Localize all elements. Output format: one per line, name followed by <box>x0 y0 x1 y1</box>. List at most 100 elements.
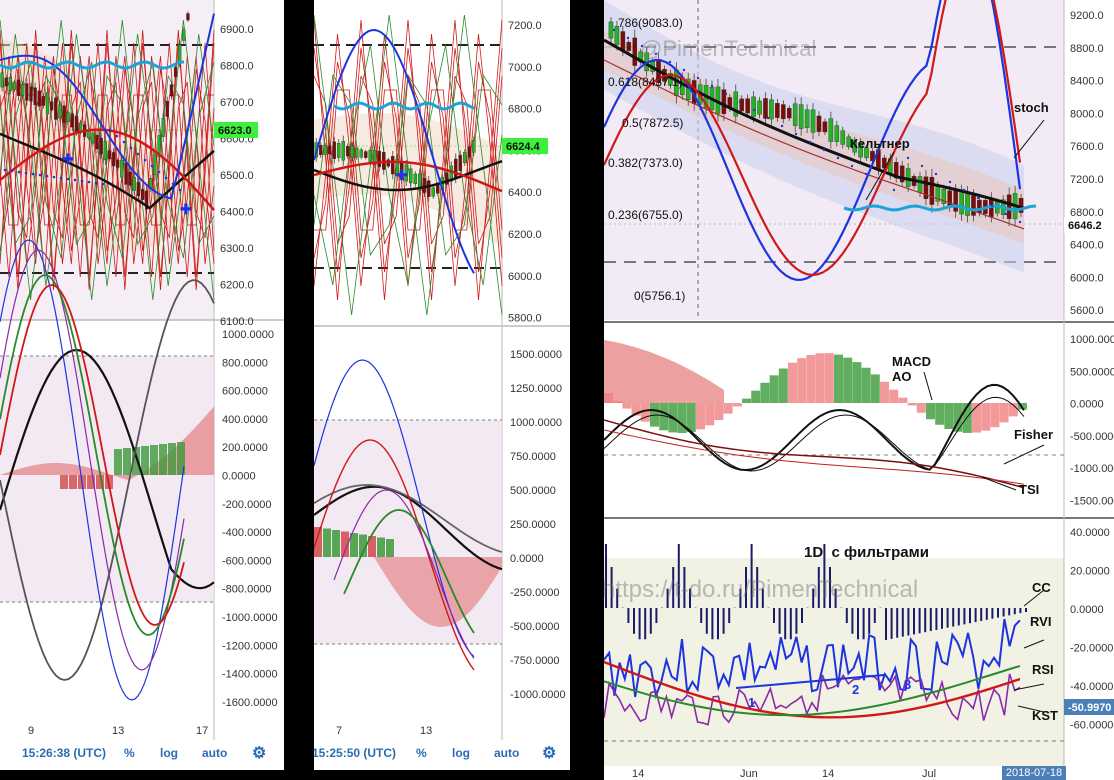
mid-hist-6 <box>368 536 376 557</box>
left-candle-33 <box>136 182 141 197</box>
r-ao-bar-34 <box>916 403 926 413</box>
r-last-price: 6646.2 <box>1068 220 1102 232</box>
left-candle-10 <box>41 96 46 106</box>
r-ao-red-1 <box>604 340 724 403</box>
left-sma <box>0 132 215 210</box>
r-ao-bar-30 <box>880 381 889 403</box>
mid-osc-tick-1: 1250.0000 <box>510 383 562 395</box>
r-ao-bar-17 <box>760 382 770 403</box>
mid-ema <box>314 160 503 193</box>
left-psar-15 <box>108 128 112 132</box>
left-osc-green <box>0 274 185 636</box>
left-percent-button[interactable]: % <box>124 746 135 760</box>
left-candle-45 <box>186 13 190 21</box>
r-fisher-pointer <box>1003 444 1045 465</box>
left-candle-39 <box>161 118 165 137</box>
left-candle-0 <box>0 72 4 88</box>
left-candle-28 <box>116 160 120 168</box>
r-ao-bar-42 <box>990 403 1000 428</box>
left-candle-19 <box>78 122 83 132</box>
mid-candle-31 <box>453 158 458 178</box>
r-candle-52 <box>917 176 923 193</box>
r-psar-16 <box>836 156 840 160</box>
left-log-button[interactable]: log <box>160 746 178 760</box>
left-psar-1 <box>10 169 14 173</box>
r-candle-58 <box>953 190 958 212</box>
mid-hist-5 <box>359 534 367 557</box>
r-cc-pointer <box>1023 589 1045 607</box>
r-candle-53 <box>923 176 929 199</box>
left-osc-tick-6: -200.0000 <box>222 499 272 511</box>
r-x-tick-3: Jul <box>922 768 936 780</box>
left-osc-tick-2: 600.0000 <box>222 386 268 398</box>
left-candle-29 <box>120 159 124 178</box>
r-psar-29 <box>1018 220 1022 224</box>
r-psar-0 <box>612 28 616 32</box>
left-osc-tick-0: 1000.0000 <box>222 329 274 341</box>
left-time-label: 15:26:38 (UTC) <box>22 746 107 760</box>
left-cyan <box>0 60 185 70</box>
left-candle-32 <box>132 176 136 191</box>
r-ao-bar-12 <box>714 403 724 421</box>
left-psar-16 <box>115 134 119 138</box>
mid-candle-6 <box>341 141 346 161</box>
r-candle-1 <box>614 26 620 45</box>
left-candle-25 <box>103 140 107 160</box>
left-env-line-6 <box>0 55 215 265</box>
r-ao-bar-26 <box>843 357 853 403</box>
r-psar-5 <box>682 68 686 72</box>
left-green-env-1 <box>0 61 215 259</box>
mid-cross: ✚ <box>396 167 408 183</box>
left-stoch <box>0 13 215 200</box>
mid-hist-2 <box>332 530 340 557</box>
r-price-tick-4: 7600.0 <box>1070 141 1104 153</box>
left-psar-5 <box>38 173 42 177</box>
mid-price-tick-6: 6000.0 <box>508 271 542 283</box>
middle-auto-button[interactable]: auto <box>494 746 520 760</box>
mid-candle-9 <box>354 147 359 158</box>
mid-candle-22 <box>413 173 418 185</box>
r-candle-40 <box>846 136 851 147</box>
r-ao-bar-38 <box>953 403 963 432</box>
watermark-top: @PimenTechnical <box>640 36 817 61</box>
left-green-env-0 <box>0 19 215 301</box>
left-last-price: 6623.0 <box>218 125 252 137</box>
left-gear-icon[interactable]: ⚙ <box>252 745 267 762</box>
left-psar-21 <box>150 164 154 168</box>
r-ao-bar-33 <box>907 403 917 406</box>
left-osc-tick-1: 800.0000 <box>222 357 268 369</box>
left-psar-18 <box>129 146 133 150</box>
r-candle-28 <box>775 103 780 118</box>
left-hist-13 <box>177 442 185 475</box>
r-x-tick-1: Jun <box>740 768 758 780</box>
middle-log-button[interactable]: log <box>452 746 470 760</box>
annot-rsi: RSI <box>1032 662 1054 677</box>
left-candle-12 <box>49 101 54 111</box>
r-candle-34 <box>810 109 816 133</box>
r-candle-19 <box>721 89 727 114</box>
annot-fisher: Fisher <box>1014 427 1054 442</box>
left-psar-7 <box>52 175 56 179</box>
left-osc-black <box>0 348 215 590</box>
left-psar-6 <box>45 174 49 178</box>
middle-percent-button[interactable]: % <box>416 746 427 760</box>
mid-env-5 <box>314 89 503 231</box>
r-psar-27 <box>990 204 994 208</box>
mid-candle-11 <box>363 151 368 158</box>
left-candle-17 <box>70 113 74 128</box>
mid-osc-tick-3: 750.0000 <box>510 451 556 463</box>
mid-candle-32 <box>458 154 463 171</box>
left-env-line-7 <box>0 42 215 278</box>
mid-green-env-1 <box>314 73 503 257</box>
r-psar-19 <box>878 180 882 184</box>
r-candle-41 <box>852 140 857 153</box>
left-candle-8 <box>33 87 37 106</box>
middle-gear-icon[interactable]: ⚙ <box>542 745 557 762</box>
left-osc-tick-3: 400.0000 <box>222 414 268 426</box>
r-ao-bar-40 <box>972 403 981 433</box>
left-candle-22 <box>91 132 95 144</box>
r-keltner-pointer <box>865 151 895 201</box>
left-auto-button[interactable]: auto <box>202 746 228 760</box>
mid-osc-tick-8: -500.0000 <box>510 621 560 633</box>
r-candle-24 <box>751 96 756 117</box>
